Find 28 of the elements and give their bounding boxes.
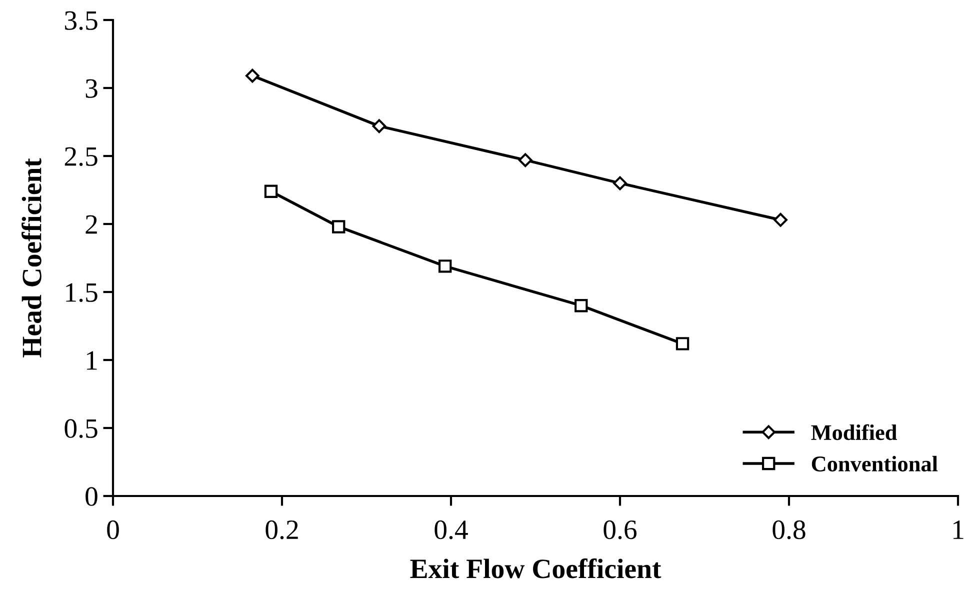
legend-label: Modified	[811, 424, 897, 440]
x-tick-label: 1	[954, 520, 964, 539]
point	[774, 212, 788, 227]
x-tick-label: 0	[107, 520, 119, 540]
y-tick-label: 1	[86, 351, 97, 370]
point	[438, 260, 452, 273]
y-tick-label: 2.5	[64, 147, 98, 166]
point	[518, 153, 532, 168]
y-tick-label: 2	[86, 215, 97, 234]
x-tick-label: 0.4	[434, 520, 468, 540]
x-tick-label: 0.8	[772, 520, 806, 540]
point	[613, 176, 627, 190]
point	[574, 299, 588, 312]
x-tick-label: 0.2	[266, 520, 298, 540]
y-axis-title: Head Coefficient	[22, 158, 42, 358]
point	[245, 68, 260, 83]
y-tick-label: 0	[86, 487, 98, 506]
point	[332, 220, 346, 234]
y-tick-label: 0.5	[64, 419, 98, 438]
y-tick-label: 1.5	[66, 283, 98, 302]
legend-label: Conventional	[812, 456, 938, 472]
x-axis-title: Exit Flow Coefficient	[410, 558, 662, 578]
point	[264, 184, 278, 198]
y-tick-label: 3	[86, 79, 98, 98]
point	[372, 119, 386, 134]
point	[676, 337, 690, 350]
y-tick-label: 3.5	[65, 11, 98, 30]
x-tick-label: 0.6	[604, 520, 637, 540]
